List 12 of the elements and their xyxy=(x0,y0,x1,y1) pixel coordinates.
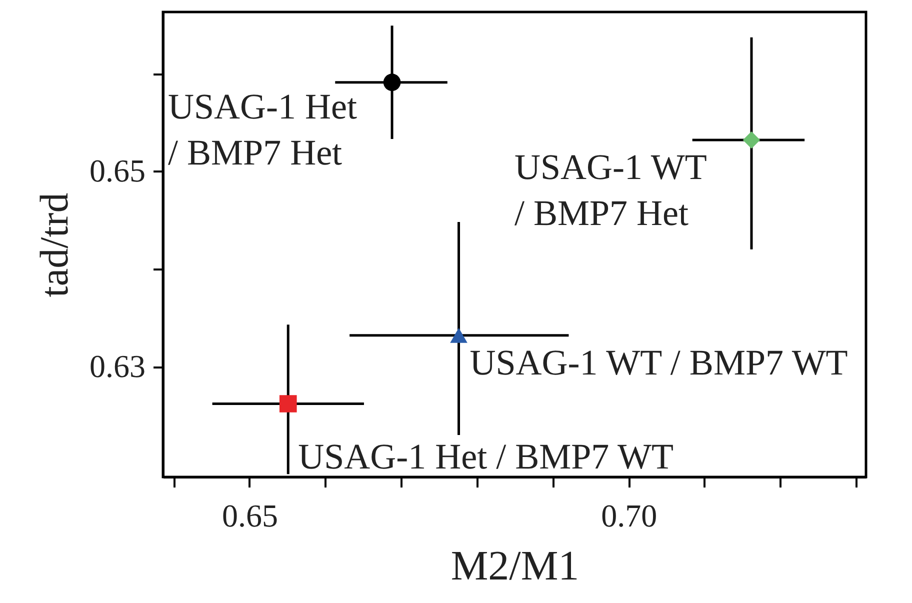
x-tick-label: 0.70 xyxy=(601,498,658,534)
point xyxy=(279,395,297,412)
y-axis-title: tad/trd xyxy=(32,192,76,298)
series-label: USAG-1 WT / BMP7 Het xyxy=(514,146,707,233)
series-label: USAG-1 Het / BMP7 Het xyxy=(168,86,358,172)
point xyxy=(742,131,760,149)
point xyxy=(383,74,401,91)
y-tick-label: 0.63 xyxy=(90,348,146,384)
series-label: USAG-1 Het / BMP7 WT xyxy=(298,436,674,477)
series-label: USAG-1 WT / BMP7 WT xyxy=(470,342,848,382)
x-axis-title: M2/M1 xyxy=(450,544,580,590)
point xyxy=(450,328,468,343)
